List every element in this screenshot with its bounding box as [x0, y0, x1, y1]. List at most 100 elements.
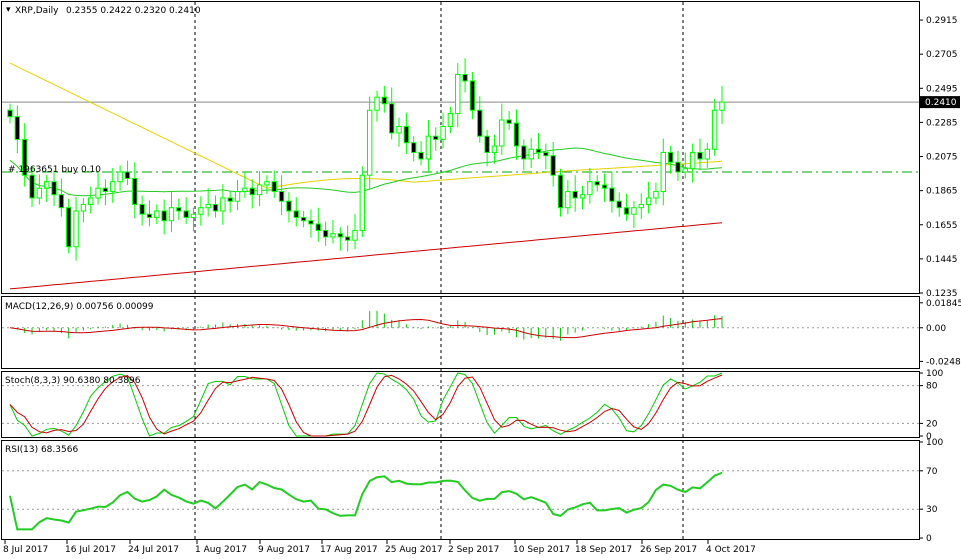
- candle-bear: [66, 207, 72, 248]
- candle-bull: [359, 174, 366, 231]
- candle-bull: [117, 171, 123, 183]
- stoch-axis-label: 100: [926, 369, 943, 379]
- x-axis-label: 1 Aug 2017: [195, 545, 247, 555]
- candle-bull: [95, 187, 101, 199]
- chart-ohlc: 0.2355 0.2422 0.2320 0.2410: [66, 6, 201, 16]
- candle-bear: [315, 223, 321, 231]
- chart-title-icon: ▾: [6, 5, 11, 15]
- candle-bear: [146, 213, 153, 218]
- candle-bull: [660, 151, 666, 192]
- x-axis-label: 17 Aug 2017: [320, 545, 378, 555]
- candle-bear: [403, 125, 410, 144]
- candle-bear: [411, 142, 417, 153]
- candle-bull: [110, 181, 116, 192]
- price-pane-frame: [1, 1, 920, 294]
- stoch-signal-line: [9, 374, 723, 437]
- candle-bull: [36, 187, 43, 199]
- candle-bear: [506, 119, 512, 124]
- macd-axis-label: 0.00: [926, 324, 946, 334]
- candle-bear: [132, 177, 138, 205]
- current-price-label: 0.2410: [925, 98, 957, 108]
- stoch-main-line: [9, 372, 723, 437]
- candle-bear: [183, 210, 189, 218]
- candle-bear: [278, 190, 285, 202]
- rsi-title: RSI(13) 68.3566: [5, 445, 78, 455]
- candle-bear: [7, 109, 13, 118]
- candle-bull: [80, 203, 87, 212]
- candle-bear: [124, 171, 131, 179]
- candle-bull: [205, 203, 211, 209]
- x-axis-label: 25 Aug 2017: [385, 545, 443, 555]
- candle-bull: [220, 197, 226, 212]
- candle-bull: [190, 213, 197, 218]
- candle-bear: [609, 187, 615, 202]
- candle-bear: [557, 174, 564, 209]
- candle-bear: [286, 200, 292, 212]
- candle-bull: [154, 210, 160, 218]
- candle-bear: [623, 207, 630, 215]
- macd-axis-label: -0.02487: [926, 357, 961, 367]
- rsi-axis-label: 70: [926, 467, 938, 477]
- candle-bear: [667, 151, 674, 163]
- candle-bear: [513, 122, 520, 147]
- candle-bull: [43, 181, 50, 189]
- candle-bull: [719, 101, 725, 111]
- candle-bear: [337, 233, 344, 238]
- candle-bear: [675, 161, 681, 173]
- price-axis-label: 0.1235: [926, 289, 958, 299]
- rsi-axis-label: 30: [926, 505, 938, 515]
- candle-bear: [388, 103, 395, 134]
- rsi-pane-frame: [1, 440, 920, 540]
- candle-bear: [601, 184, 608, 189]
- candle-bull: [638, 203, 644, 209]
- candle-bear: [51, 181, 57, 196]
- x-axis-label: 9 Aug 2017: [258, 545, 310, 555]
- candle-bull: [366, 109, 373, 176]
- price-axis-label: 0.1655: [926, 221, 958, 231]
- candle-bull: [242, 187, 248, 192]
- candle-bear: [535, 148, 542, 153]
- candle-bull: [440, 125, 446, 140]
- macd-pane-frame: [1, 296, 920, 369]
- candle-bull: [689, 151, 696, 170]
- ma-fast-line: [9, 147, 723, 197]
- candle-bear: [484, 135, 490, 153]
- candle-bull: [455, 73, 461, 114]
- candle-bull: [631, 207, 637, 215]
- candle-bear: [21, 138, 28, 176]
- candle-bear: [176, 207, 182, 212]
- candle-bear: [308, 220, 314, 225]
- candle-bear: [249, 187, 255, 196]
- candle-bear: [477, 109, 483, 137]
- axis-layer: 8 Jul 2017 16 Jul 2017 24 Jul 2017 1 Aug 20…: [3, 16, 961, 555]
- price-axis-label: 0.2075: [926, 153, 958, 163]
- candle-bear: [14, 116, 21, 140]
- candle-bear: [616, 200, 622, 209]
- candle-bear: [58, 194, 65, 209]
- current-price-tag: [920, 96, 960, 109]
- candle-bull: [499, 119, 505, 147]
- candle-bear: [271, 181, 277, 192]
- x-axis-label: 24 Jul 2017: [128, 545, 179, 555]
- candle-bull: [374, 96, 380, 111]
- rsi-axis-label: 100: [926, 438, 943, 448]
- x-axis-label: 4 Oct 2017: [706, 545, 756, 555]
- stoch-pane-frame: [1, 371, 920, 438]
- candle-bull: [491, 145, 498, 153]
- candle-bear: [462, 73, 468, 82]
- candle-bull: [587, 181, 593, 196]
- candle-bull: [352, 229, 358, 241]
- candle-bull: [447, 112, 454, 127]
- price-axis-label: 0.2705: [926, 50, 958, 60]
- candle-bear: [293, 210, 299, 218]
- candle-bear: [594, 181, 600, 186]
- stoch-title: Stoch(8,3,3) 90.6380 80.3896: [5, 376, 141, 386]
- price-axis-label: 0.1865: [926, 187, 958, 197]
- candle-bear: [697, 151, 703, 160]
- candle-bull: [565, 190, 571, 209]
- candle-bear: [102, 187, 109, 192]
- stoch-axis-label: 20: [926, 419, 938, 429]
- stoch-axis-label: 80: [926, 382, 938, 392]
- candle-bear: [550, 155, 556, 176]
